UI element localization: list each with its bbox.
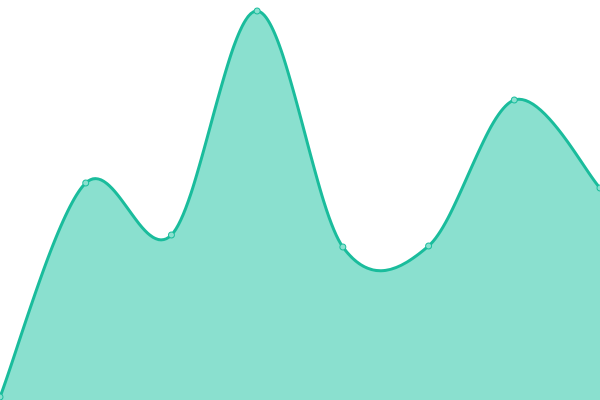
data-point-3: [253, 7, 261, 15]
data-point-5: [425, 242, 433, 250]
markers: [0, 7, 600, 400]
data-point-2: [167, 231, 175, 239]
data-point-4: [339, 243, 347, 251]
data-point-0: [0, 393, 4, 400]
area-fill: [0, 10, 600, 400]
data-point-7: [596, 184, 600, 192]
data-point-6: [510, 96, 518, 104]
data-point-1: [82, 179, 90, 187]
